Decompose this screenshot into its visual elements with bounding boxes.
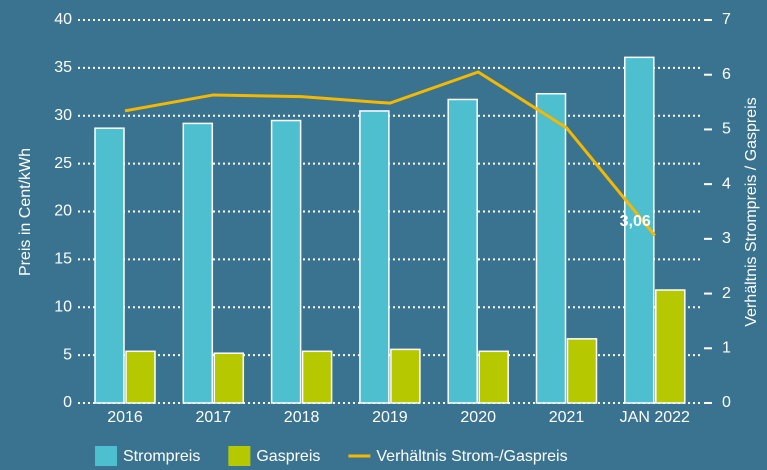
x-tick-label: 2017 [196, 409, 232, 426]
x-tick-label: 2020 [460, 409, 496, 426]
y-tick-label: 0 [63, 394, 72, 411]
y-tick-label: 15 [54, 251, 72, 268]
bar [447, 98, 478, 404]
y-tick-label: 30 [54, 107, 72, 124]
y2-tick-label: 4 [722, 175, 731, 192]
bar [535, 92, 567, 404]
y-tick-label: 10 [54, 298, 72, 315]
legend-label: Gaspreis [256, 448, 320, 465]
bar [301, 350, 333, 404]
y-tick-label: 25 [54, 155, 72, 172]
legend-label: Verhältnis Strom-/Gaspreis [376, 448, 567, 465]
y2-tick-label: 7 [722, 11, 731, 28]
y2-axis-title: Verhältnis Strompreis / Gaspreis [743, 97, 760, 326]
bar [655, 289, 686, 404]
y-tick-label: 5 [63, 346, 72, 363]
bar [566, 338, 598, 404]
y-tick-label: 35 [54, 59, 72, 76]
bar [390, 348, 421, 404]
y2-tick-label: 2 [722, 285, 731, 302]
legend-swatch [228, 446, 251, 466]
x-tick-label: 2016 [107, 409, 143, 426]
y2-tick-label: 0 [722, 394, 731, 411]
bar [478, 350, 509, 404]
x-tick-label: JAN 2022 [620, 409, 690, 426]
bar [270, 119, 302, 404]
legend-label: Strompreis [123, 448, 200, 465]
y2-tick-label: 3 [722, 230, 731, 247]
ratio-line [124, 70, 656, 237]
x-tick-label: 2021 [549, 409, 585, 426]
y-axis-title: Preis in Cent/kWh [17, 148, 34, 276]
bar [94, 127, 125, 404]
bar [359, 110, 390, 404]
y-tick-label: 20 [54, 203, 72, 220]
x-tick-label: 2018 [284, 409, 320, 426]
y2-tick-label: 1 [722, 340, 731, 357]
y2-tick-label: 6 [722, 66, 731, 83]
bar [182, 122, 214, 404]
y2-tick-label: 5 [722, 121, 731, 138]
bar [125, 350, 156, 404]
x-tick-label: 2019 [372, 409, 408, 426]
y-tick-label: 40 [54, 11, 72, 28]
legend-swatch [95, 446, 117, 466]
bar [213, 352, 245, 404]
data-label: 3,06 [620, 213, 651, 230]
